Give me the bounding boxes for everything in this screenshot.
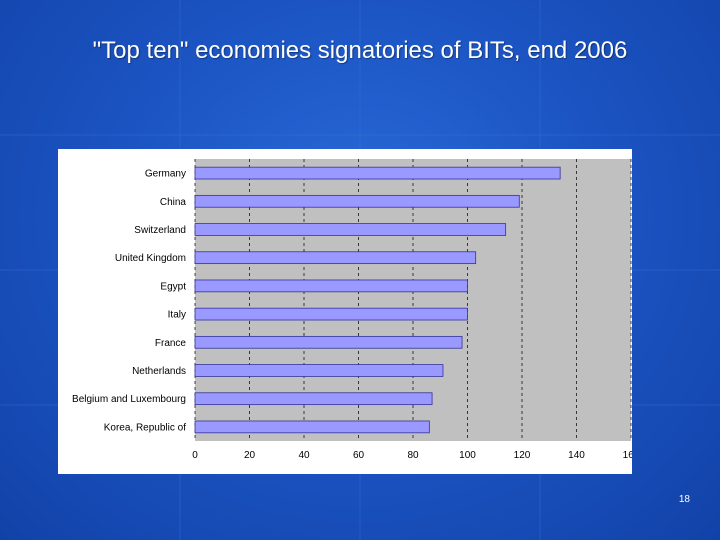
chart-panel: Germany China Switzerland United Kingdom Egy…: [58, 149, 632, 474]
bar-china: [194, 194, 520, 208]
x-tick-label: 80: [407, 450, 419, 461]
x-tick-label: 40: [298, 450, 310, 461]
x-tick-label: 60: [353, 450, 365, 461]
chart-bars: [194, 166, 561, 434]
x-tick-label: 100: [459, 450, 476, 461]
bar-netherlands: [194, 364, 444, 377]
x-tick-label: 20: [244, 450, 256, 461]
bar-germany: [194, 166, 561, 180]
bar-korea-republic-of: [194, 420, 430, 434]
x-tick-label: 0: [192, 450, 198, 461]
bar-chart: Germany China Switzerland United Kingdom Egy…: [72, 159, 632, 461]
bar-belgium-and-luxembourg: [194, 392, 433, 406]
category-label: Belgium and Luxembourg: [72, 394, 186, 405]
x-axis-tick-labels: 0 20 40 60 80 100 120 140 160: [192, 450, 632, 461]
category-label: United Kingdom: [115, 253, 186, 264]
bar-egypt: [194, 279, 468, 293]
bar-france: [194, 335, 463, 349]
bar-united-kingdom: [194, 251, 477, 265]
bar-italy: [194, 307, 468, 321]
category-label: China: [160, 197, 187, 208]
category-label: France: [155, 338, 187, 349]
category-labels: Germany China Switzerland United Kingdom Egy…: [72, 169, 186, 434]
category-label: Netherlands: [132, 366, 186, 377]
x-tick-label: 140: [568, 450, 585, 461]
category-label: Italy: [168, 310, 186, 321]
bar-switzerland: [194, 223, 507, 236]
slide-title: "Top ten" economies signatories of BITs,…: [92, 37, 628, 64]
x-tick-label: 120: [514, 450, 531, 461]
slide-number: 18: [678, 494, 690, 505]
category-label: Switzerland: [134, 225, 186, 236]
x-tick-label: 160: [623, 450, 632, 461]
category-label: Egypt: [160, 281, 186, 292]
category-label: Germany: [145, 169, 186, 180]
category-label: Korea, Republic of: [104, 422, 186, 433]
